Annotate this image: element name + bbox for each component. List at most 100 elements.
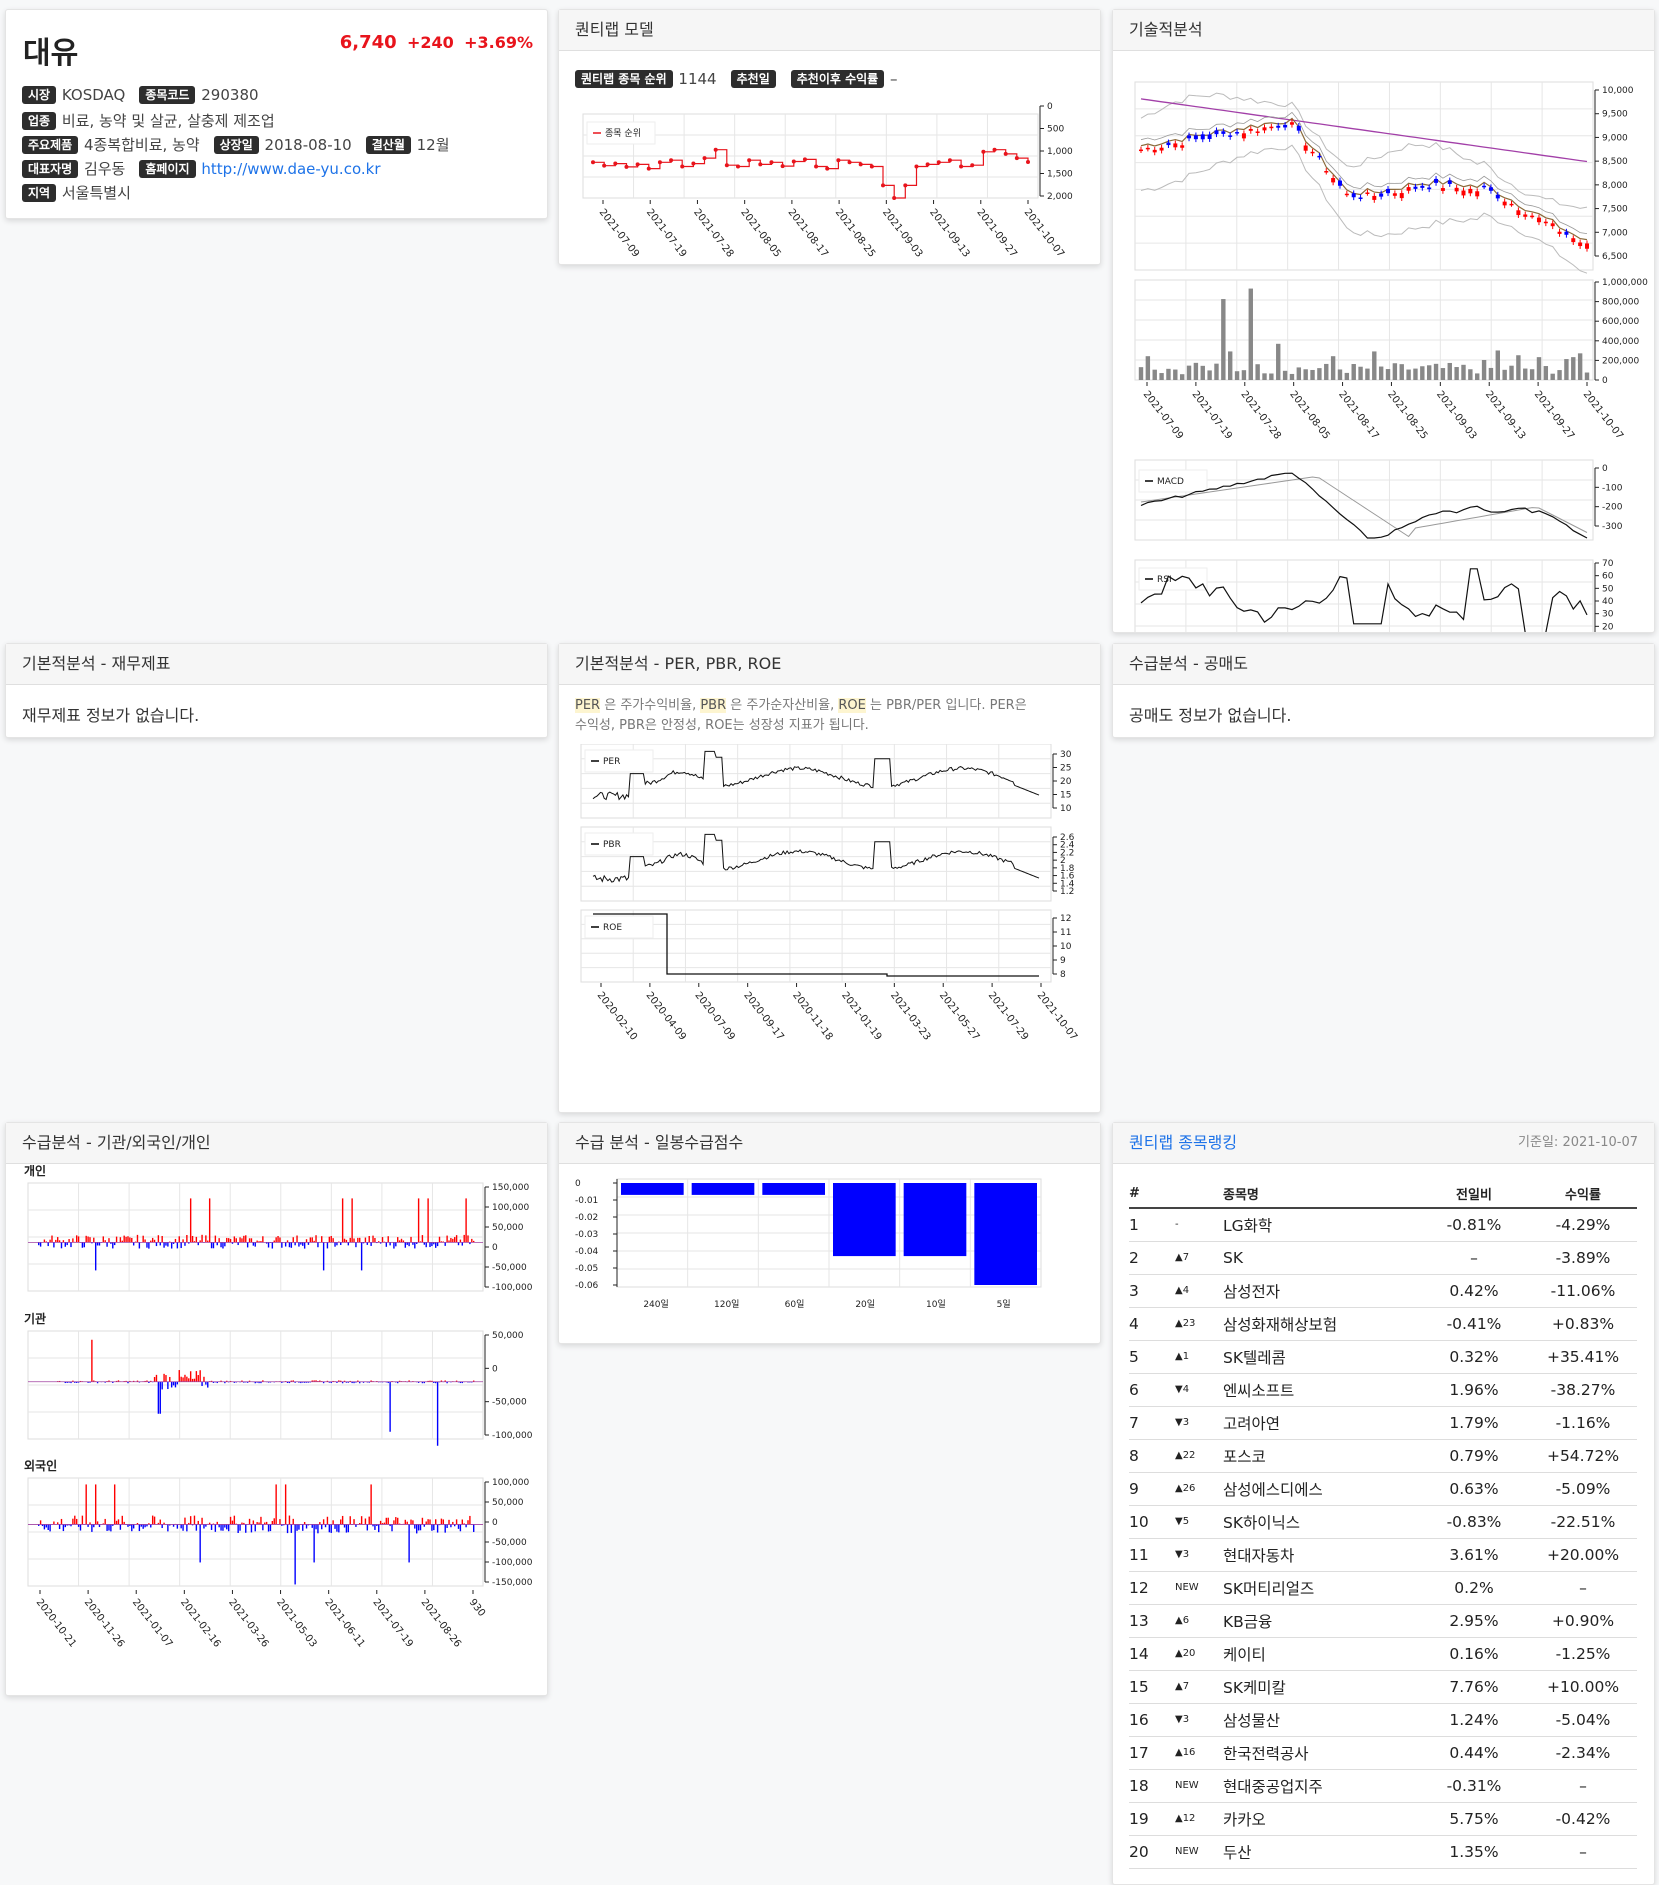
individual-bar-neg (155, 1242, 158, 1247)
stock-name-link[interactable]: 케이티 (1223, 1637, 1419, 1671)
individual-bar-neg (212, 1242, 215, 1249)
foreign-bar-neg (203, 1524, 205, 1529)
volume-bar (1289, 373, 1295, 380)
return-rate: – (1529, 1835, 1637, 1869)
individual-bar-pos (292, 1237, 294, 1243)
daily-x-label: 60일 (785, 1299, 805, 1310)
stock-name-link[interactable]: 현대중공업지주 (1223, 1769, 1419, 1803)
foreign-bar-pos (353, 1519, 355, 1525)
stock-name-link[interactable]: 삼성전자 (1223, 1274, 1419, 1308)
individual-bar-pos (201, 1234, 203, 1243)
rank-x-tick: 2021-08-05 (738, 207, 782, 260)
foreign-bar-pos (184, 1517, 186, 1525)
daily-change: 5.75% (1419, 1802, 1529, 1836)
stock-name-link[interactable]: SK머티리얼즈 (1223, 1571, 1419, 1605)
candle-body (1420, 185, 1425, 188)
individual-bar-pos (68, 1239, 70, 1243)
stock-name-link[interactable]: 삼성에스디에스 (1223, 1472, 1419, 1506)
candle-body (1358, 197, 1363, 199)
stock-name-link[interactable]: 엔씨소프트 (1223, 1373, 1419, 1407)
stock-name-link[interactable]: 현대자동차 (1223, 1538, 1419, 1572)
institution-bar-neg (112, 1381, 114, 1383)
roe-y-tick: 10 (1060, 942, 1072, 952)
institution-bar-neg (355, 1381, 357, 1383)
stock-name-link[interactable]: 한국전력공사 (1223, 1736, 1419, 1770)
individual-bar-pos (328, 1236, 331, 1243)
individual-bar-pos (87, 1236, 89, 1243)
return-rate: – (1529, 1769, 1637, 1803)
roe-line (593, 913, 1039, 977)
institution-bar-pos (332, 1380, 334, 1382)
volume-bar (1571, 357, 1576, 380)
individual-bar-neg (461, 1242, 464, 1246)
homepage-link[interactable]: http://www.dae-yu.co.kr (201, 160, 381, 178)
stock-name-link[interactable]: 삼성화재해상보험 (1223, 1307, 1419, 1341)
return-rate: +0.83% (1529, 1307, 1637, 1341)
roe-plot-frame (580, 909, 1052, 983)
stock-name-link[interactable]: 포스코 (1223, 1439, 1419, 1473)
tech-x-tick: 2021-08-25 (1385, 389, 1429, 442)
code-value: 290380 (201, 86, 259, 104)
stock-name-link[interactable]: 두산 (1223, 1835, 1419, 1869)
ma-grey-line (1140, 111, 1588, 234)
candle-body (1585, 243, 1589, 249)
candle-body (1166, 142, 1171, 146)
return-rate: -0.42% (1529, 1802, 1637, 1836)
ranking-title[interactable]: 퀀티랩 종목랭킹 (1129, 1133, 1238, 1152)
institution-bar-neg (170, 1381, 173, 1388)
foreign-bar-pos (248, 1518, 251, 1525)
foreign-bar-neg (227, 1524, 230, 1532)
individual-bar-neg (138, 1242, 141, 1249)
stock-name-link[interactable]: SK텔레콤 (1223, 1340, 1419, 1374)
foreign-bar-pos (288, 1515, 291, 1525)
volume-y-tick: 600,000 (1602, 317, 1639, 327)
candle-body (1351, 193, 1356, 198)
individual-bar-neg (110, 1242, 112, 1244)
flow-x-tick: 2021-01-07 (130, 1597, 174, 1650)
stock-name-link[interactable]: 카카오 (1223, 1802, 1419, 1836)
candle-body (1303, 145, 1308, 151)
tech-x-tick: 2021-07-19 (1190, 389, 1234, 442)
ranking-header-row: # 종목명 전일비 수익률 (1129, 1179, 1637, 1209)
candle-body (1399, 193, 1404, 199)
daily-change: -0.83% (1419, 1505, 1529, 1539)
stock-name-link[interactable]: SK케미칼 (1223, 1670, 1419, 1704)
foreign-bar-neg (262, 1524, 264, 1531)
volume-bar (1255, 364, 1260, 380)
institution-bar-pos (163, 1373, 165, 1382)
volume-bar (1529, 369, 1535, 380)
institution-bar-pos (440, 1380, 443, 1382)
stock-name-link[interactable]: LG화학 (1223, 1208, 1419, 1242)
daily-x-label: 10일 (926, 1299, 946, 1310)
roe-y-tick: 9 (1060, 956, 1066, 966)
institution-bar-neg (345, 1381, 348, 1383)
ratio-x-tick: 2021-05-27 (937, 990, 981, 1043)
foreign-bar-neg (38, 1524, 40, 1526)
individual-bar-neg (406, 1242, 408, 1245)
stock-name-link[interactable]: 고려아연 (1223, 1406, 1419, 1440)
stock-name-link[interactable]: KB금융 (1223, 1604, 1419, 1638)
rank-point (780, 164, 785, 169)
tech-x-tick: 2021-09-03 (1434, 389, 1478, 442)
stock-name-link[interactable]: SK하이닉스 (1223, 1505, 1419, 1539)
institution-bar-pos (226, 1380, 228, 1382)
rank-number: 7 (1129, 1406, 1175, 1440)
ratio-desc-line2: 수익성, PBR은 안정성, ROE는 성장성 지표가 됩니다. (575, 718, 869, 733)
daily-y-label: -0.02 (575, 1213, 598, 1223)
institution-bar-pos (398, 1380, 401, 1382)
individual-bar-neg (188, 1242, 190, 1244)
individual-bar-neg (132, 1242, 135, 1246)
volume-bar (1378, 366, 1384, 380)
volume-bar (1330, 356, 1336, 380)
individual-bar-pos (208, 1198, 211, 1243)
institution-bar-pos (132, 1380, 135, 1382)
volume-bar (1207, 370, 1212, 380)
institution-bar-neg (66, 1381, 68, 1383)
stock-name-link[interactable]: 삼성물산 (1223, 1703, 1419, 1737)
rsi-legend-label: RSI (1157, 575, 1172, 585)
per-y-tick: 15 (1060, 791, 1071, 801)
col-move (1175, 1179, 1223, 1209)
institution-bar-pos (144, 1380, 146, 1382)
stock-name-link[interactable]: SK (1223, 1241, 1419, 1275)
rank-number: 17 (1129, 1736, 1175, 1770)
